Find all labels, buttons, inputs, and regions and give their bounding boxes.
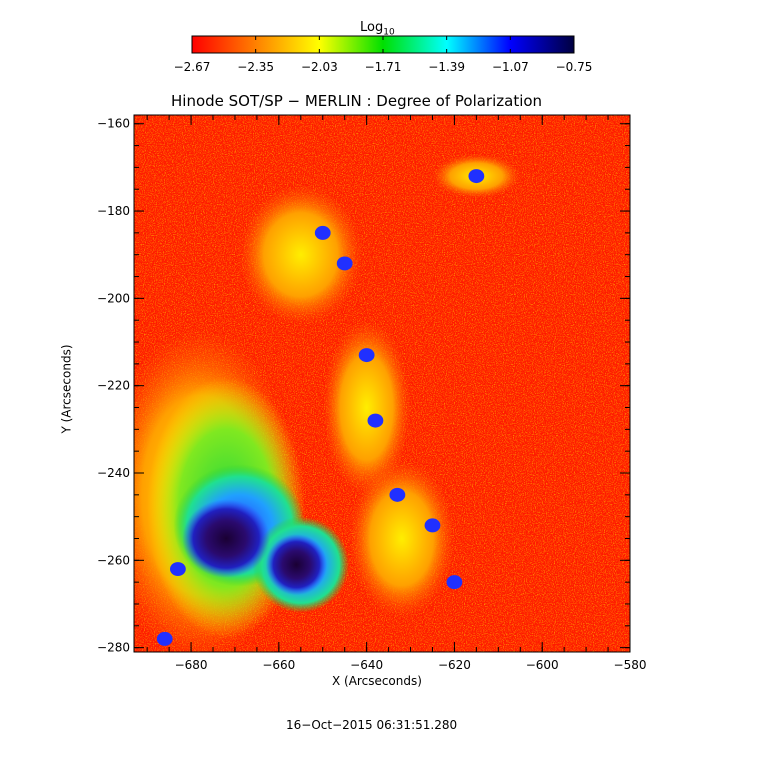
sunspot-umbra: [265, 534, 328, 596]
chart-title: Hinode SOT/SP − MERLIN : Degree of Polar…: [171, 92, 543, 110]
x-tick-label: −640: [350, 658, 383, 672]
y-tick-label: −160: [97, 117, 130, 131]
network-element: [389, 487, 406, 502]
sunspot-umbra: [182, 499, 271, 578]
network-element: [367, 413, 384, 428]
network-region: [239, 184, 363, 325]
colorbar-tick-label: −1.39: [428, 60, 465, 74]
network-region: [349, 459, 455, 618]
colorbar-tick-label: −1.71: [365, 60, 402, 74]
x-tick-label: −600: [526, 658, 559, 672]
y-tick-label: −240: [97, 466, 130, 480]
x-tick-label: −620: [438, 658, 471, 672]
network-element: [446, 575, 463, 590]
x-axis-ticks: −680 −660 −640 −620 −600 −580: [146, 115, 647, 672]
timestamp: 16−Oct−2015 06:31:51.280: [286, 718, 458, 732]
colorbar-ticks: −2.67 −2.35 −2.03 −1.71 −1.39 −1.07 −0.75: [174, 36, 593, 74]
network-element: [314, 225, 331, 240]
plot-frame: [133, 114, 631, 653]
network-element: [424, 518, 441, 533]
network-region: [322, 320, 411, 495]
x-axis-label: X (Arcseconds): [332, 674, 422, 688]
colorbar-tick-label: −2.35: [237, 60, 274, 74]
colorbar-tick-label: −2.67: [174, 60, 211, 74]
x-tick-label: −680: [175, 658, 208, 672]
x-tick-label: −660: [262, 658, 295, 672]
y-tick-label: −260: [97, 553, 130, 567]
heatmap-image: [134, 115, 630, 652]
y-tick-label: −280: [97, 641, 130, 655]
y-tick-label: −200: [97, 291, 130, 305]
network-element: [358, 348, 375, 363]
network-element: [336, 256, 353, 271]
y-axis-ticks: −160 −180 −200 −220 −240 −260 −280: [97, 117, 630, 655]
y-tick-label: −180: [97, 204, 130, 218]
network-element: [156, 631, 173, 646]
colorbar-tick-label: −1.07: [492, 60, 529, 74]
colorbar-title: Log10: [360, 20, 395, 38]
colorbar-tick-label: −0.75: [556, 60, 593, 74]
y-tick-label: −220: [97, 379, 130, 393]
x-tick-label: −580: [614, 658, 647, 672]
colorbar-tick-label: −2.03: [301, 60, 338, 74]
network-element: [468, 169, 485, 184]
network-element: [169, 562, 186, 577]
